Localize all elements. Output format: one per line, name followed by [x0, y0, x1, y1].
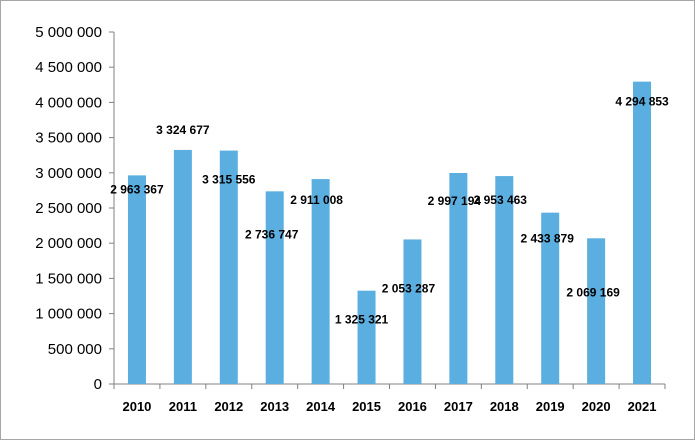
- x-tick-label: 2020: [582, 399, 611, 414]
- data-label: 2 433 879: [521, 232, 575, 246]
- bar-2013: [265, 191, 284, 384]
- data-label: 2 953 463: [474, 193, 528, 207]
- data-label: 2 736 747: [245, 227, 299, 241]
- y-tick-label: 4 000 000: [35, 94, 102, 111]
- y-tick-label: 3 500 000: [35, 130, 102, 147]
- data-label: 4 294 853: [615, 95, 669, 109]
- x-tick-label: 2018: [490, 399, 519, 414]
- x-tick-label: 2016: [398, 399, 427, 414]
- x-tick-label: 2019: [536, 399, 565, 414]
- x-tick-label: 2010: [122, 399, 151, 414]
- x-tick-label: 2012: [214, 399, 243, 414]
- y-tick-label: 0: [94, 376, 102, 393]
- bar-2012: [219, 150, 238, 384]
- bar-2020: [587, 238, 606, 384]
- y-tick-label: 3 000 000: [35, 165, 102, 182]
- y-tick-label: 1 500 000: [35, 270, 102, 287]
- bar-2019: [541, 212, 560, 384]
- y-tick-label: 4 500 000: [35, 59, 102, 76]
- y-tick-label: 500 000: [48, 341, 102, 358]
- bar-2011: [173, 149, 192, 384]
- data-label: 1 325 321: [335, 313, 389, 327]
- data-label: 3 315 556: [202, 173, 256, 187]
- x-tick-label: 2011: [169, 399, 197, 414]
- bar-2010: [127, 175, 146, 384]
- data-label: 2 053 287: [382, 281, 436, 295]
- bar-2014: [311, 179, 330, 384]
- data-label: 2 963 367: [110, 182, 164, 196]
- bar-2016: [403, 239, 422, 384]
- x-tick-label: 2015: [352, 399, 381, 414]
- bar-2021: [633, 81, 652, 385]
- x-tick-label: 2017: [444, 399, 473, 414]
- data-label: 2 069 169: [566, 285, 620, 299]
- data-label: 2 997 194: [428, 194, 482, 208]
- bar-2015: [357, 290, 376, 384]
- bar-2017: [449, 172, 468, 384]
- x-tick-label: 2021: [628, 399, 657, 414]
- x-tick-label: 2014: [306, 399, 336, 414]
- data-label: 3 324 677: [156, 123, 210, 137]
- y-tick-label: 5 000 000: [35, 24, 102, 41]
- y-tick-label: 1 000 000: [35, 306, 102, 323]
- bar-2018: [495, 176, 514, 384]
- y-tick-label: 2 500 000: [35, 200, 102, 217]
- data-label: 2 911 008: [290, 193, 343, 207]
- y-tick-label: 2 000 000: [35, 235, 102, 252]
- x-tick-label: 2013: [260, 399, 289, 414]
